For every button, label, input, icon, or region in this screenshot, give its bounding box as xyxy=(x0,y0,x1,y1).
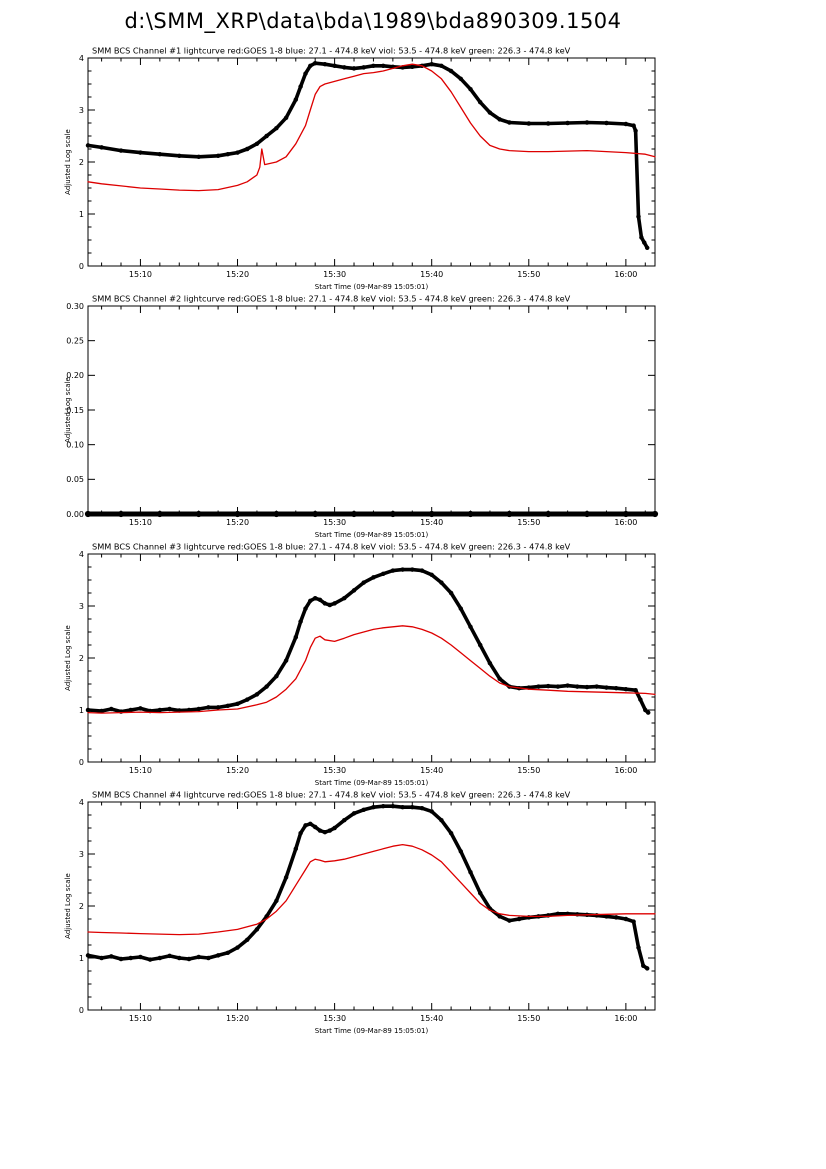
lightcurve-charts: SMM BCS Channel #1 lightcurve red:GOES 1… xyxy=(0,44,826,1036)
series-dots xyxy=(85,803,650,971)
y-tick-label: 1 xyxy=(79,706,84,715)
y-tick-label: 4 xyxy=(79,550,84,559)
y-tick-label: 0 xyxy=(79,262,84,271)
x-axis-label: Start Time (09-Mar-89 15:05:01) xyxy=(315,779,429,787)
y-axis-ticks: 0 1 2 3 4 xyxy=(79,550,655,767)
y-tick-label: 2 xyxy=(79,902,84,911)
x-tick-label: 15:50 xyxy=(517,518,540,527)
x-tick-label: 15:50 xyxy=(517,1014,540,1023)
x-axis-label: Start Time (09-Mar-89 15:05:01) xyxy=(315,283,429,291)
y-tick-label: 2 xyxy=(79,654,84,663)
x-tick-label: 15:30 xyxy=(323,518,346,527)
x-tick-label: 15:40 xyxy=(420,518,443,527)
series-dots xyxy=(85,60,650,251)
x-tick-label: 15:10 xyxy=(129,766,152,775)
y-axis-label: Adjusted Log scale xyxy=(64,873,72,939)
y-tick-label: 0.20 xyxy=(66,371,84,380)
x-axis-ticks: 15:10 15:20 15:30 15:40 15:50 16:00 xyxy=(101,58,646,279)
x-tick-label: 16:00 xyxy=(614,518,637,527)
y-tick-label: 0.10 xyxy=(66,440,84,449)
y-axis-ticks: 0.00 0.05 0.10 0.15 0.20 0.25 0.30 xyxy=(66,302,655,519)
y-tick-label: 0.25 xyxy=(66,336,84,345)
y-axis-label: Adjusted Log scale xyxy=(64,377,72,443)
x-tick-label: 15:20 xyxy=(226,1014,249,1023)
plot-frame xyxy=(87,553,656,763)
series-dots xyxy=(85,567,651,715)
x-tick-label: 15:10 xyxy=(129,1014,152,1023)
plot-frame xyxy=(87,801,656,1011)
plot-frame xyxy=(87,57,656,267)
black-series-line xyxy=(86,61,650,250)
plot-frame xyxy=(87,305,656,515)
x-tick-label: 15:50 xyxy=(517,270,540,279)
x-axis-label: Start Time (09-Mar-89 15:05:01) xyxy=(315,1027,429,1035)
chart-title: SMM BCS Channel #4 lightcurve red:GOES 1… xyxy=(92,790,571,800)
y-tick-label: 3 xyxy=(79,106,84,115)
x-axis-ticks: 15:10 15:20 15:30 15:40 15:50 16:00 xyxy=(101,802,646,1023)
x-tick-label: 15:40 xyxy=(420,270,443,279)
lightcurve-chart: SMM BCS Channel #3 lightcurve red:GOES 1… xyxy=(64,542,656,787)
chart-title: SMM BCS Channel #1 lightcurve red:GOES 1… xyxy=(92,46,571,56)
y-tick-label: 0.05 xyxy=(66,475,84,484)
y-axis-ticks: 0 1 2 3 4 xyxy=(79,798,655,1015)
x-tick-label: 16:00 xyxy=(614,766,637,775)
x-tick-label: 15:10 xyxy=(129,518,152,527)
series-dots xyxy=(84,510,659,518)
y-tick-label: 3 xyxy=(79,602,84,611)
red-series-line xyxy=(87,843,656,936)
x-axis-label: Start Time (09-Mar-89 15:05:01) xyxy=(315,531,429,539)
x-tick-label: 16:00 xyxy=(614,270,637,279)
x-tick-label: 15:40 xyxy=(420,766,443,775)
y-tick-label: 4 xyxy=(79,798,84,807)
y-tick-label: 3 xyxy=(79,850,84,859)
lightcurve-chart: SMM BCS Channel #4 lightcurve red:GOES 1… xyxy=(64,790,656,1035)
lightcurve-chart: SMM BCS Channel #1 lightcurve red:GOES 1… xyxy=(64,46,656,291)
page-title: d:\SMM_XRP\data\bda\1989\bda890309.1504 xyxy=(124,9,622,33)
y-tick-label: 0 xyxy=(79,758,84,767)
y-axis-label: Adjusted Log scale xyxy=(64,129,72,195)
y-axis-label: Adjusted Log scale xyxy=(64,625,72,691)
x-tick-label: 15:30 xyxy=(323,766,346,775)
y-tick-label: 0 xyxy=(79,1006,84,1015)
x-tick-label: 15:40 xyxy=(420,1014,443,1023)
x-axis-ticks: 15:10 15:20 15:30 15:40 15:50 16:00 xyxy=(101,306,646,527)
chart-title: SMM BCS Channel #3 lightcurve red:GOES 1… xyxy=(92,542,571,552)
y-tick-label: 4 xyxy=(79,54,84,63)
y-tick-label: 0.00 xyxy=(66,510,84,519)
y-axis-ticks: 0 1 2 3 4 xyxy=(79,54,655,271)
y-tick-label: 1 xyxy=(79,954,84,963)
x-tick-label: 15:20 xyxy=(226,766,249,775)
x-tick-label: 15:30 xyxy=(323,270,346,279)
x-tick-label: 15:30 xyxy=(323,1014,346,1023)
y-tick-label: 0.15 xyxy=(66,406,84,415)
x-tick-label: 15:50 xyxy=(517,766,540,775)
y-tick-label: 2 xyxy=(79,158,84,167)
chart-title: SMM BCS Channel #2 lightcurve red:GOES 1… xyxy=(92,294,571,304)
x-tick-label: 15:20 xyxy=(226,270,249,279)
x-axis-ticks: 15:10 15:20 15:30 15:40 15:50 16:00 xyxy=(101,554,646,775)
black-series-line xyxy=(86,804,650,971)
lightcurve-chart: SMM BCS Channel #2 lightcurve red:GOES 1… xyxy=(64,294,659,539)
y-tick-label: 0.30 xyxy=(66,302,84,311)
red-series-line xyxy=(87,625,656,714)
red-series-line xyxy=(87,63,656,192)
x-tick-label: 16:00 xyxy=(614,1014,637,1023)
x-tick-label: 15:20 xyxy=(226,518,249,527)
black-series-line xyxy=(86,567,651,715)
x-tick-label: 15:10 xyxy=(129,270,152,279)
y-tick-label: 1 xyxy=(79,210,84,219)
